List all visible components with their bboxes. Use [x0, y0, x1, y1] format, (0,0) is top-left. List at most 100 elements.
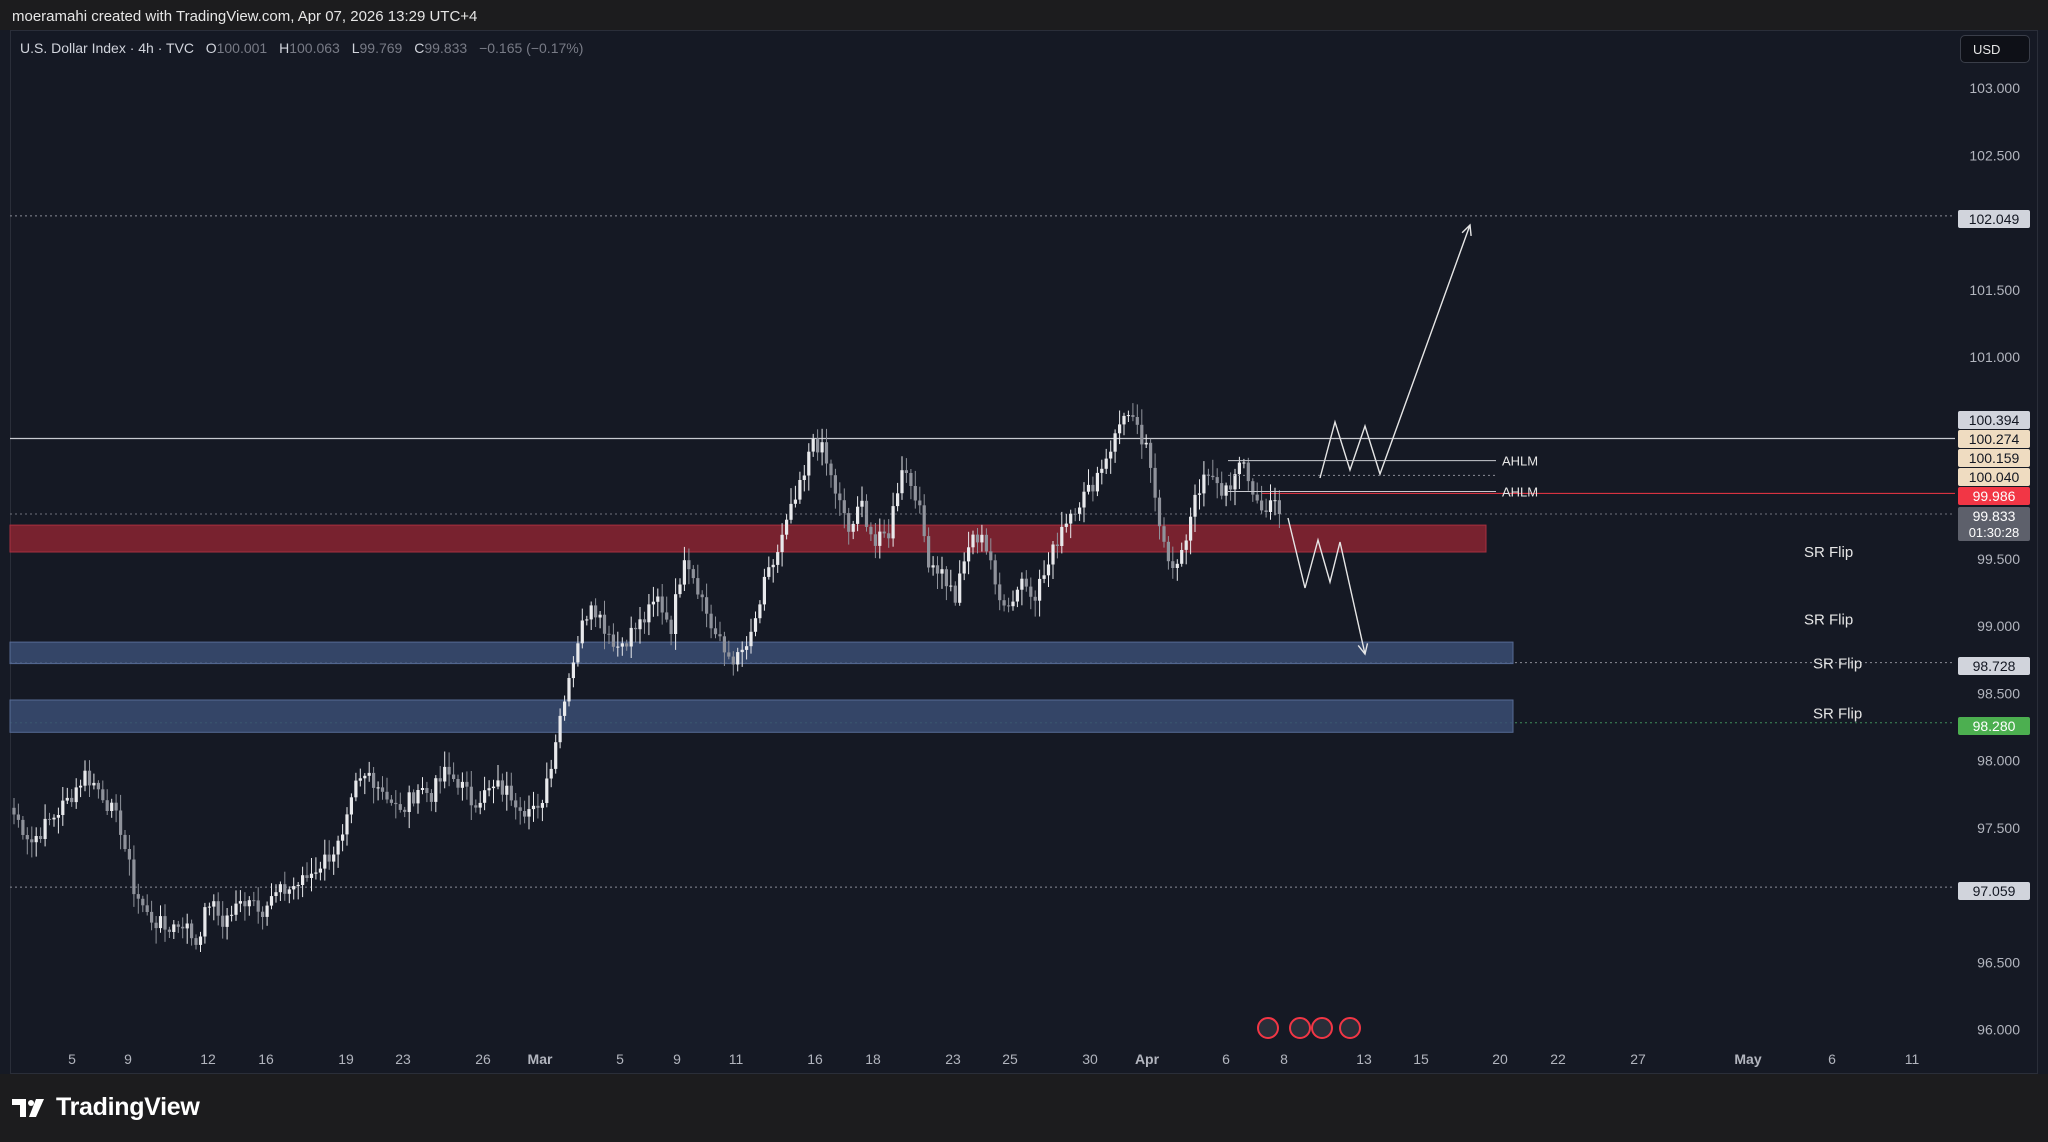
- candle-body: [465, 781, 469, 787]
- candle-body: [43, 818, 47, 839]
- candle-body: [56, 815, 60, 818]
- support-zone: [9, 699, 1514, 733]
- candle-body: [216, 901, 220, 916]
- candle-body: [354, 780, 358, 798]
- candle-body: [163, 916, 167, 930]
- candle-body: [953, 585, 957, 603]
- candle-body: [833, 475, 837, 494]
- low-label: L: [351, 40, 360, 56]
- price-tag: 100.040: [1958, 468, 2030, 486]
- candle-body: [509, 785, 513, 801]
- candle-body: [589, 605, 593, 620]
- price-tag: 100.159: [1958, 449, 2030, 467]
- candle-body: [691, 569, 695, 579]
- candle-body: [900, 470, 904, 494]
- x-tick-label: 23: [945, 1051, 961, 1067]
- candle-body: [283, 884, 287, 894]
- event-flag-icon: [1289, 1017, 1311, 1039]
- candle-body: [389, 799, 393, 803]
- y-tick-label: 101.500: [1969, 282, 2020, 298]
- price-tag-value: 98.728: [1973, 658, 2016, 674]
- candle-body: [287, 889, 291, 894]
- candle-body: [110, 802, 114, 811]
- candle-body: [380, 787, 385, 792]
- candle-body: [820, 442, 824, 453]
- x-tick-label: 13: [1356, 1051, 1372, 1067]
- candle-body: [927, 536, 931, 568]
- candle-body: [323, 854, 327, 869]
- candle-body: [669, 619, 673, 634]
- candle-body: [358, 778, 362, 781]
- candle-body: [1126, 415, 1130, 417]
- candle-body: [478, 802, 482, 808]
- candle-body: [847, 513, 851, 532]
- y-tick-label: 101.000: [1969, 349, 2020, 365]
- candle-body: [1131, 415, 1135, 417]
- event-flag-icon: [1339, 1017, 1361, 1039]
- candle-body: [207, 906, 211, 908]
- candle-body: [34, 836, 38, 843]
- candle-body: [700, 594, 704, 598]
- x-tick-label: 9: [673, 1051, 681, 1067]
- candle-body: [394, 802, 398, 805]
- price-tag-bg: [1958, 411, 2030, 429]
- candle-body: [1242, 462, 1246, 464]
- candle-body: [1260, 500, 1264, 511]
- candle-body: [665, 612, 669, 620]
- candle-body: [1206, 474, 1210, 476]
- candle-body: [607, 633, 611, 635]
- candle-body: [101, 789, 105, 801]
- candle-body: [212, 901, 216, 907]
- candle-body: [1268, 500, 1273, 512]
- sr-flip-label: SR Flip: [1804, 611, 1853, 628]
- candle-body: [172, 924, 176, 932]
- price-tag-bg: [1958, 210, 2030, 228]
- candle-body: [780, 534, 784, 553]
- candle-body: [1264, 510, 1268, 512]
- x-tick-label: 16: [258, 1051, 274, 1067]
- candle-body: [1046, 564, 1051, 576]
- x-tick-label: 6: [1222, 1051, 1230, 1067]
- candle-body: [1189, 516, 1193, 541]
- candle-body: [585, 619, 589, 621]
- sr-flip-label: SR Flip: [1813, 705, 1862, 722]
- candle-body: [1184, 540, 1188, 550]
- candle-body: [83, 770, 87, 786]
- price-tag-bg: [1958, 468, 2030, 486]
- candle-body: [238, 901, 242, 904]
- candle-body: [674, 594, 678, 634]
- candle-body: [230, 914, 234, 916]
- candle-body: [731, 656, 735, 665]
- candle-body: [292, 886, 296, 890]
- price-tag: 97.059: [1958, 882, 2030, 900]
- close-value: 99.833: [424, 40, 468, 56]
- candle-body: [975, 534, 980, 543]
- candle-body: [824, 442, 829, 464]
- candle-body: [971, 534, 975, 548]
- candle-body: [141, 898, 145, 906]
- sr-flip-label: SR Flip: [1804, 544, 1853, 561]
- candle-body: [785, 519, 789, 535]
- candle-body: [1153, 467, 1157, 498]
- event-flag-icon: [1311, 1017, 1333, 1039]
- y-tick-label: 103.000: [1969, 80, 2020, 96]
- candle-body: [625, 643, 629, 647]
- candle-body: [944, 569, 948, 587]
- symbol-legend[interactable]: U.S. Dollar Index · 4h · TVC O100.001 H1…: [20, 40, 591, 56]
- candle-body: [221, 915, 225, 927]
- candle-body: [647, 604, 651, 623]
- tradingview-logo[interactable]: TradingView: [12, 1093, 200, 1122]
- candle-body: [1211, 475, 1215, 478]
- publisher-credit: moeramahi created with TradingView.com, …: [12, 8, 478, 25]
- currency-button[interactable]: USD: [1960, 35, 2030, 63]
- bullish-projection-path: [1319, 224, 1471, 479]
- candle-body: [265, 905, 269, 917]
- y-tick-label: 102.500: [1969, 147, 2020, 163]
- candle-body: [92, 782, 96, 786]
- candle-body: [536, 805, 540, 808]
- candle-body: [30, 839, 34, 843]
- candle-body: [1135, 417, 1139, 425]
- price-tag-value: 99.986: [1973, 488, 2016, 504]
